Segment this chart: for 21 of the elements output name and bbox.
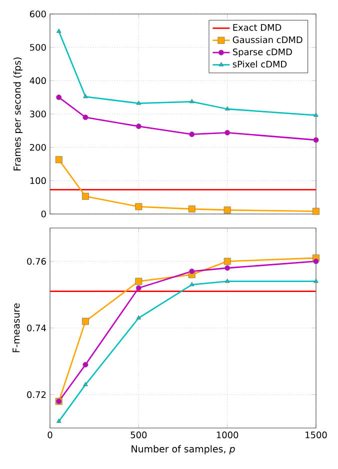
y-tick-label: 200	[30, 144, 46, 151]
y-tick-label: 0.76	[27, 258, 46, 265]
y-tick-label: 0	[41, 210, 46, 218]
y-axis-title: Frames per second (fps)	[13, 58, 23, 170]
x-tick-label: 0	[48, 432, 52, 438]
y-tick-label: 500	[30, 44, 46, 51]
y-tick-label: 100	[30, 177, 46, 184]
x-tick-label: 500	[130, 432, 147, 438]
x-axis-title: Number of samples, p	[132, 445, 235, 454]
y-tick-label: 400	[30, 77, 46, 84]
y-axis-title: F-measure	[12, 303, 20, 352]
x-tick-label: 1500	[306, 432, 327, 438]
legend-label: Sparse cDMD	[232, 48, 292, 58]
legend-label: Gaussian cDMD	[232, 36, 302, 44]
x-tick-label: 1000	[216, 432, 238, 438]
y-tick-label: 300	[30, 110, 46, 118]
y-tick-label: 0.72	[27, 391, 46, 398]
legend-label: Exact DMD	[233, 24, 282, 31]
y-tick-label: 600	[30, 10, 46, 18]
y-tick-label: 0.74	[27, 324, 46, 332]
legend-label: sPixel cDMD	[232, 60, 287, 68]
